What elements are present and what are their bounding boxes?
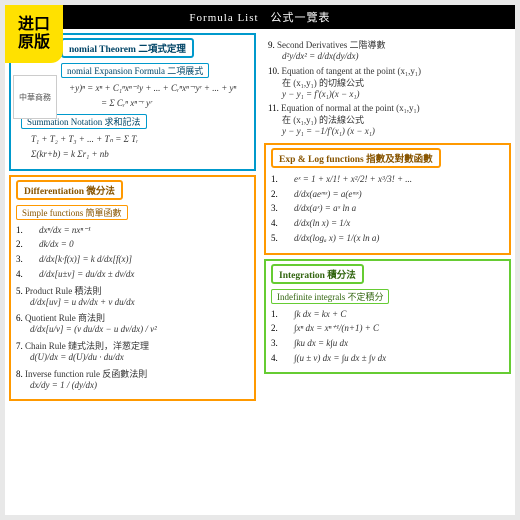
expansion-formula: +y)ⁿ = xⁿ + C₁ⁿxⁿ⁻¹y + ... + Cᵣⁿxⁿ⁻ʳyʳ +… xyxy=(69,83,249,95)
item-number: 4. xyxy=(271,218,278,228)
summation-formula-2: Σ(kr+b) = k Σr₁ + nb xyxy=(31,149,249,161)
list-item: 10. Equation of tangent at the point (x₁… xyxy=(268,66,507,101)
item-number: 5. xyxy=(271,233,278,243)
item-formula: dx/dy = 1 / (dy/dx) xyxy=(30,380,97,390)
item-number: 5. xyxy=(16,286,23,296)
explog-title: Exp & Log functions 指數及對數函數 xyxy=(271,148,441,168)
item-number: 2. xyxy=(16,239,23,249)
expansion-formula-2: = Σ Cᵣⁿ xⁿ⁻ʳ yʳ xyxy=(101,98,249,110)
item-number: 1. xyxy=(271,174,278,184)
list-item: 9. Second Derivatives 二階導數d²y/dx² = d/dx… xyxy=(268,38,507,63)
list-item: 2. ∫xⁿ dx = xⁿ⁺¹/(n+1) + C xyxy=(271,323,504,335)
item-formula: d/dx(logₐ x) = 1/(x ln a) xyxy=(294,233,379,243)
item-label: Equation of tangent at the point (x₁,y₁) xyxy=(282,66,422,76)
list-item: 1. ∫k dx = kx + C xyxy=(271,309,504,321)
item-number: 7. xyxy=(16,341,23,351)
list-item: 4. d/dx[u±v] = du/dx ± dv/dx xyxy=(16,269,249,281)
item-number: 10. xyxy=(268,66,279,76)
item-label: Equation of normal at the point (x₁,y₁) xyxy=(281,103,420,113)
int-title: Integration 積分法 xyxy=(271,264,364,284)
item-number: 4. xyxy=(16,269,23,279)
simple-func-subtitle: Simple functions 簡單函數 xyxy=(16,205,128,220)
list-item: 5. d/dx(logₐ x) = 1/(x ln a) xyxy=(271,233,504,245)
diff-title: Differentiation 微分法 xyxy=(16,180,123,200)
stamp-line2: 原版 xyxy=(18,34,50,52)
list-item: 2. d/dx(aeᵐˣ) = a(eᵐˣ) xyxy=(271,189,504,201)
item-formula: d²y/dx² = d/dx(dy/dx) xyxy=(282,51,358,61)
list-item: 3. d/dx(aˣ) = aˣ ln a xyxy=(271,203,504,215)
right-column: 9. Second Derivatives 二階導數d²y/dx² = d/dx… xyxy=(260,29,515,517)
item-formula: eˣ = 1 + x/1! + x²/2! + x³/3! + ... xyxy=(294,174,412,184)
indef-subtitle: Indefinite integrals 不定積分 xyxy=(271,289,389,304)
import-stamp: 进口 原版 xyxy=(5,5,63,63)
item-number: 9. xyxy=(268,40,275,50)
item-formula: dk/dx = 0 xyxy=(39,239,74,249)
item-number: 11. xyxy=(268,103,279,113)
item-formula: d/dx[uv] = u dv/dx + v du/dx xyxy=(30,297,135,307)
item-formula: d/dx(ln x) = 1/x xyxy=(294,218,350,228)
item-formula: d(U)/dx = d(U)/du · du/dx xyxy=(30,352,124,362)
list-item: 3. d/dx[k·f(x)] = k d/dx[f(x)] xyxy=(16,254,249,266)
item-number: 2. xyxy=(271,189,278,199)
item-number: 6. xyxy=(16,313,23,323)
item-number: 3. xyxy=(271,338,278,348)
list-item: 4. d/dx(ln x) = 1/x xyxy=(271,218,504,230)
list-item: 2. dk/dx = 0 xyxy=(16,239,249,251)
integration-box: Integration 積分法 Indefinite integrals 不定積… xyxy=(264,259,511,375)
publisher-logo: 中華商務 xyxy=(13,75,57,119)
item-label: Inverse function rule 反函數法則 xyxy=(25,369,147,379)
item-formula: d/dx(aˣ) = aˣ ln a xyxy=(294,203,356,213)
item-label: Chain Rule 鏈式法則，洋葱定理 xyxy=(25,341,149,351)
item-number: 2. xyxy=(271,323,278,333)
item-formula: ∫(u ± v) dx = ∫u dx ± ∫v dx xyxy=(294,353,386,363)
item-number: 4. xyxy=(271,353,278,363)
item-number: 1. xyxy=(271,309,278,319)
item-formula: d/dx(aeᵐˣ) = a(eᵐˣ) xyxy=(294,189,362,199)
item-formula: d/dx[u±v] = du/dx ± dv/dx xyxy=(39,269,134,279)
item-formula: d/dx[k·f(x)] = k d/dx[f(x)] xyxy=(39,254,132,264)
item-number: 3. xyxy=(271,203,278,213)
list-item: 3. ∫ku dx = k∫u dx xyxy=(271,338,504,350)
list-item: 11. Equation of normal at the point (x₁,… xyxy=(268,103,507,138)
page: 进口 原版 中華商務 Formula List 公式一覽表 nomial The… xyxy=(5,5,515,515)
item-sublabel: 在 (x₁,y₁) 的切線公式 xyxy=(282,78,364,88)
list-item: 4. ∫(u ± v) dx = ∫u dx ± ∫v dx xyxy=(271,353,504,365)
item-label: Product Rule 積法則 xyxy=(25,286,102,296)
list-item: 6. Quotient Rule 商法則d/dx[u/v] = (v du/dx… xyxy=(16,311,249,336)
stamp-line1: 进口 xyxy=(18,16,50,34)
header-bar: Formula List 公式一覽表 xyxy=(5,5,515,29)
item-formula: ∫k dx = kx + C xyxy=(294,309,346,319)
explog-box: Exp & Log functions 指數及對數函數 1. eˣ = 1 + … xyxy=(264,143,511,254)
item-formula: y − y₁ = −1/f'(x₁) (x − x₁) xyxy=(282,126,375,136)
item-sublabel: 在 (x₁,y₁) 的法線公式 xyxy=(282,115,364,125)
item-number: 8. xyxy=(16,369,23,379)
list-item: 1. eˣ = 1 + x/1! + x²/2! + x³/3! + ... xyxy=(271,174,504,186)
logo-text: 中華商務 xyxy=(19,92,51,103)
item-formula: d/dx[u/v] = (v du/dx − u dv/dx) / v² xyxy=(30,324,157,334)
list-item: 1. dxⁿ/dx = nxⁿ⁻¹ xyxy=(16,225,249,237)
item-number: 1. xyxy=(16,225,23,235)
columns: nomial Theorem 二項式定理 nomial Expansion Fo… xyxy=(5,29,515,517)
binomial-title: nomial Theorem 二項式定理 xyxy=(61,38,194,58)
summation-formula: T₁ + T₂ + T₃ + ... + Tₙ = Σ Tᵣ xyxy=(31,134,249,146)
list-item: 8. Inverse function rule 反函數法則dx/dy = 1 … xyxy=(16,367,249,392)
item-formula: ∫ku dx = k∫u dx xyxy=(294,338,348,348)
item-label: Quotient Rule 商法則 xyxy=(25,313,105,323)
list-item: 5. Product Rule 積法則d/dx[uv] = u dv/dx + … xyxy=(16,284,249,309)
item-formula: ∫xⁿ dx = xⁿ⁺¹/(n+1) + C xyxy=(294,323,379,333)
expansion-subtitle: nomial Expansion Formula 二項展式 xyxy=(61,63,209,78)
item-number: 3. xyxy=(16,254,23,264)
list-item: 7. Chain Rule 鏈式法則，洋葱定理d(U)/dx = d(U)/du… xyxy=(16,339,249,364)
item-label: Second Derivatives 二階導數 xyxy=(277,40,385,50)
differentiation-box: Differentiation 微分法 Simple functions 簡單函… xyxy=(9,175,256,402)
item-formula: dxⁿ/dx = nxⁿ⁻¹ xyxy=(39,225,91,235)
item-formula: y − y₁ = f'(x₁)(x − x₁) xyxy=(282,89,360,99)
